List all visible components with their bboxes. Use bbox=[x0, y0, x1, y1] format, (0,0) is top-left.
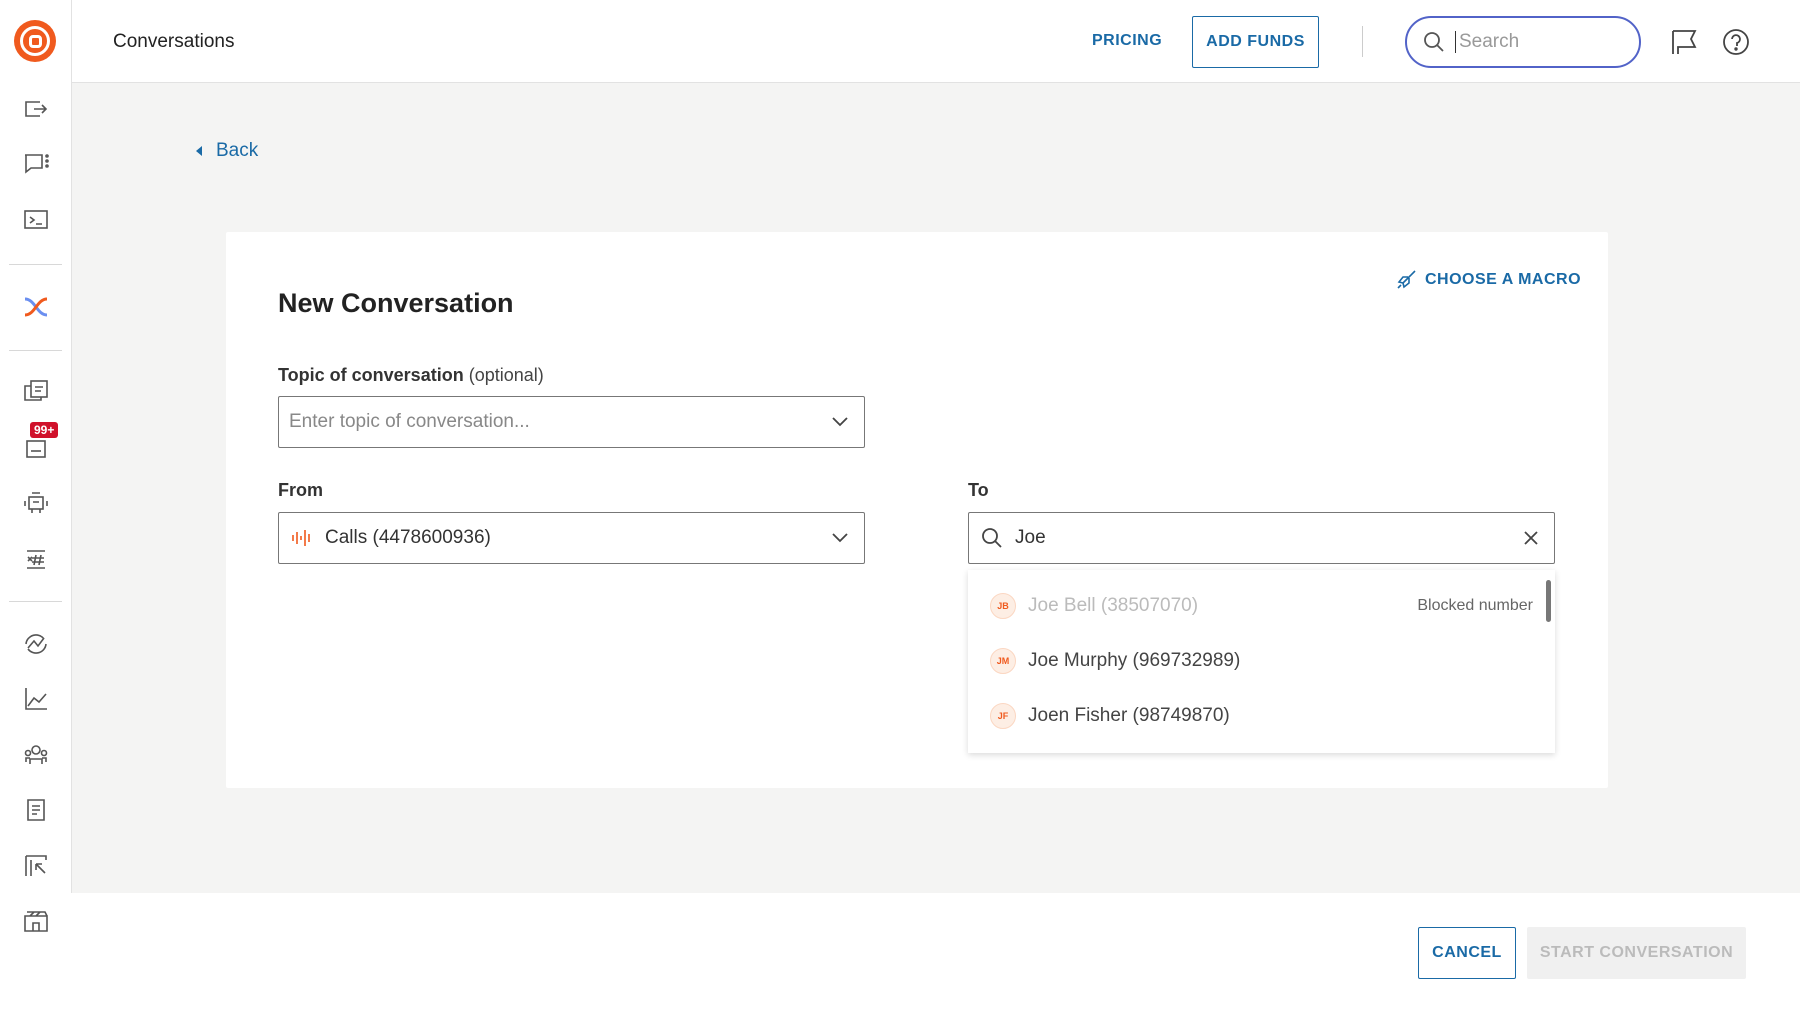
contact-option[interactable]: JF Joen Fisher (98749870) bbox=[990, 696, 1533, 736]
contact-dropdown: JB Joe Bell (38507070) Blocked number JM… bbox=[968, 570, 1555, 753]
outbound-icon[interactable] bbox=[21, 94, 51, 124]
blocked-badge: Blocked number bbox=[1417, 597, 1533, 614]
topic-label: Topic of conversation (optional) bbox=[278, 365, 544, 385]
analytics-icon[interactable] bbox=[21, 684, 51, 714]
avatar: JB bbox=[990, 593, 1016, 619]
contact-option: JB Joe Bell (38507070) Blocked number bbox=[990, 586, 1533, 626]
avatar: JF bbox=[990, 703, 1016, 729]
logo-icon[interactable] bbox=[14, 20, 56, 62]
to-label: To bbox=[968, 480, 989, 500]
hashtag-icon[interactable] bbox=[21, 544, 51, 574]
from-select[interactable]: Calls (4478600936) bbox=[278, 512, 865, 564]
search-icon bbox=[1424, 32, 1444, 52]
sync-icon[interactable] bbox=[21, 629, 51, 659]
rocket-icon bbox=[1397, 270, 1416, 289]
from-label: From bbox=[278, 480, 323, 500]
bot-icon[interactable] bbox=[21, 488, 51, 518]
chat-icon[interactable] bbox=[21, 149, 51, 179]
integration-icon[interactable] bbox=[21, 292, 51, 322]
clear-icon[interactable] bbox=[1524, 531, 1538, 545]
add-funds-button[interactable]: ADD FUNDS bbox=[1192, 16, 1319, 68]
pricing-link[interactable]: PRICING bbox=[1092, 32, 1163, 49]
search-input[interactable]: Search bbox=[1405, 16, 1641, 68]
top-header: Conversations PRICING ADD FUNDS Search bbox=[72, 0, 1800, 83]
sidebar: 99+ bbox=[0, 0, 72, 1012]
help-icon[interactable] bbox=[1722, 28, 1750, 56]
header-divider bbox=[1362, 26, 1363, 57]
choose-macro-button[interactable]: CHOOSE A MACRO bbox=[1395, 269, 1581, 291]
terminal-icon[interactable] bbox=[21, 205, 51, 235]
search-placeholder: Search bbox=[1459, 31, 1520, 52]
document-icon[interactable] bbox=[21, 795, 51, 825]
contact-option[interactable]: JM Joe Murphy (969732989) bbox=[990, 641, 1533, 681]
footer-bar: CANCEL START CONVERSATION bbox=[69, 893, 1800, 1012]
page-title: Conversations bbox=[113, 31, 235, 52]
topic-select[interactable]: Enter topic of conversation... bbox=[278, 396, 865, 448]
chevron-down-icon bbox=[832, 533, 848, 543]
back-label: Back bbox=[216, 140, 259, 161]
tickets-icon[interactable] bbox=[21, 432, 51, 462]
reports-icon[interactable] bbox=[21, 851, 51, 881]
start-conversation-button[interactable]: START CONVERSATION bbox=[1527, 927, 1746, 979]
search-icon bbox=[982, 528, 1002, 548]
avatar: JM bbox=[990, 648, 1016, 674]
voice-wave-icon bbox=[292, 530, 310, 546]
store-icon[interactable] bbox=[21, 906, 51, 936]
caret-left-icon bbox=[196, 146, 202, 156]
notification-badge: 99+ bbox=[30, 422, 59, 438]
back-link[interactable]: Back bbox=[196, 140, 258, 162]
scrollbar[interactable] bbox=[1546, 580, 1551, 622]
card-title: New Conversation bbox=[278, 288, 514, 318]
team-icon[interactable] bbox=[21, 740, 51, 770]
chevron-down-icon bbox=[832, 417, 848, 427]
cancel-button[interactable]: CANCEL bbox=[1418, 927, 1516, 979]
to-search-input[interactable]: Joe bbox=[968, 512, 1555, 564]
announcement-icon[interactable] bbox=[1670, 28, 1700, 56]
inbox-icon[interactable] bbox=[21, 376, 51, 406]
